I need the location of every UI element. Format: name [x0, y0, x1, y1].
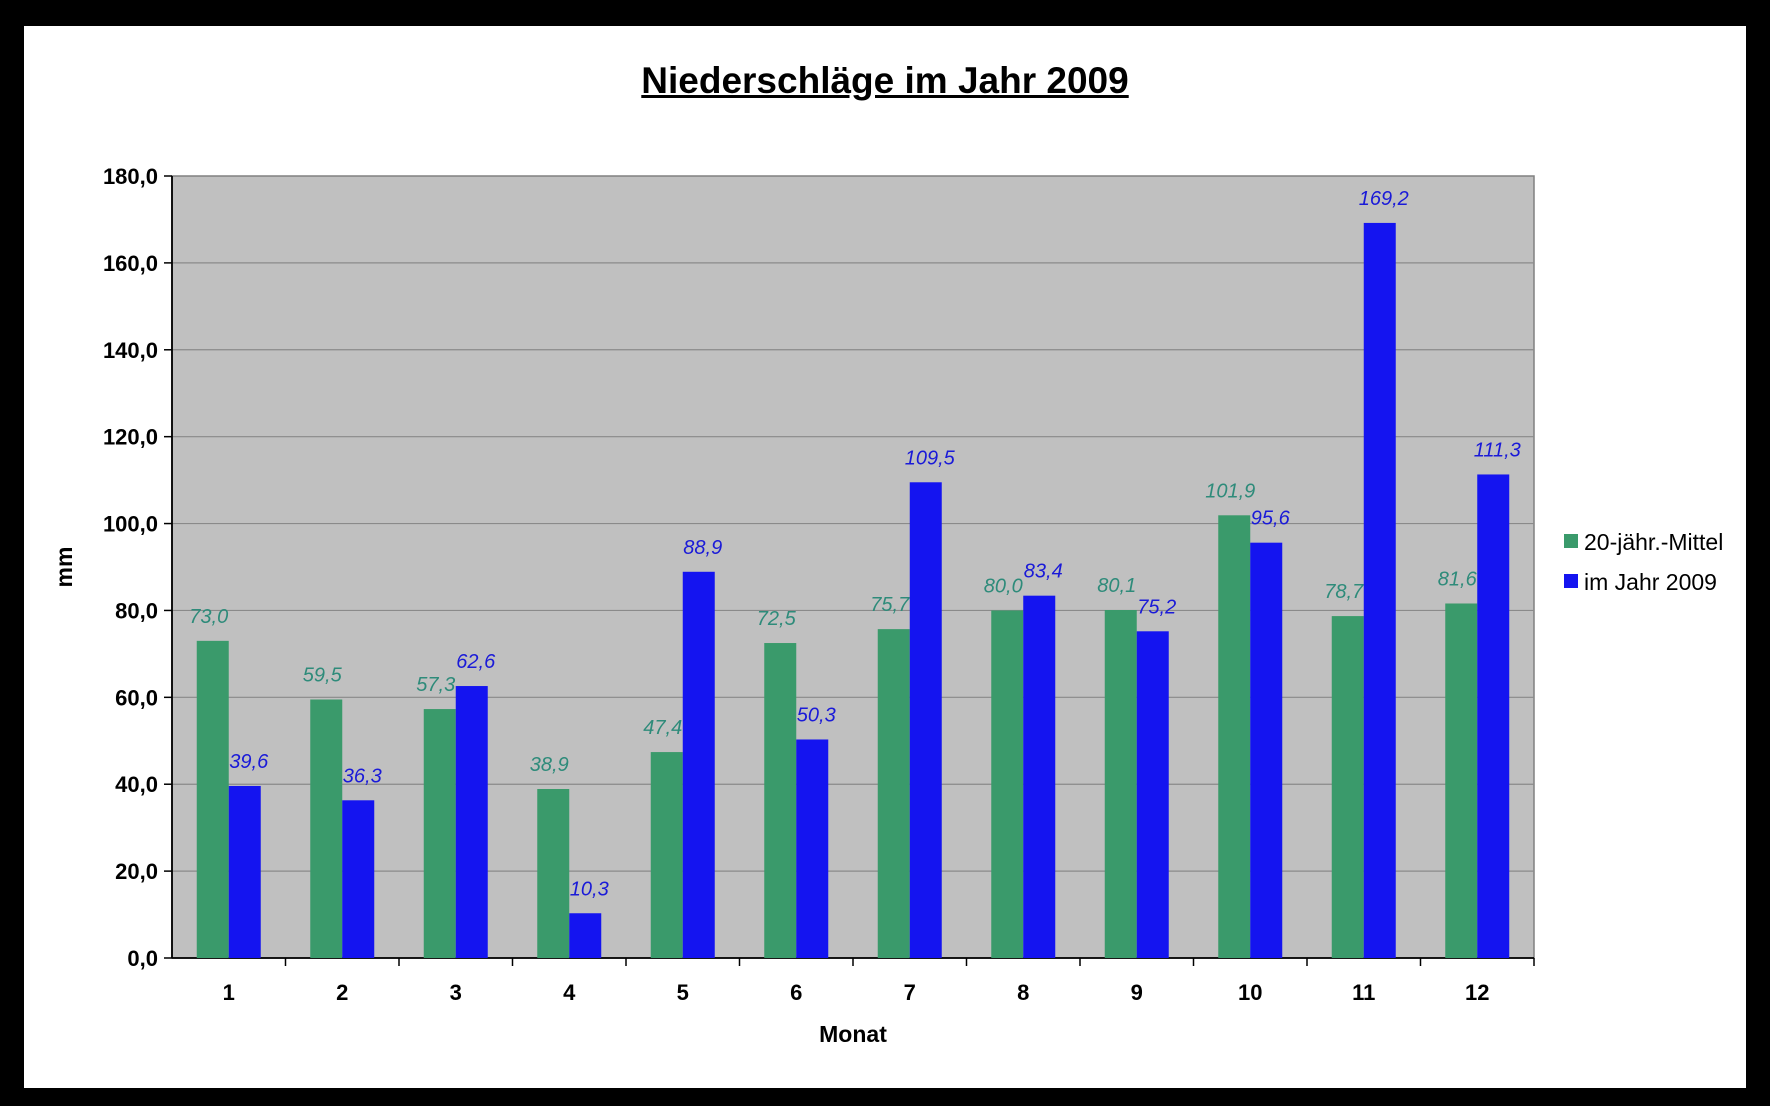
y-tick-label: 60,0	[115, 685, 158, 710]
bar-mittel	[423, 709, 456, 958]
plot-background	[171, 175, 1535, 959]
data-label-2009: 169,2	[1359, 188, 1409, 210]
x-tick-label: 6	[790, 980, 802, 1005]
bar-chart: 0,0 20,0 40,0 60,0 80,0 100,0 120,0 140,0 160,0 1…	[51, 164, 1723, 1047]
chart-area: Niederschläge im Jahr 2009 0,0 20,0 40,0 60…	[24, 26, 1746, 1088]
bar-mittel	[310, 699, 343, 958]
data-label-2009: 10,3	[570, 878, 609, 900]
legend-swatch	[1564, 534, 1578, 548]
bar-2009	[1250, 542, 1283, 958]
data-label-2009: 36,3	[343, 765, 382, 787]
data-label-mittel: 81,6	[1438, 568, 1478, 590]
data-label-mittel: 101,9	[1205, 480, 1255, 502]
x-tick-label: 2	[336, 980, 348, 1005]
bar-2009	[1363, 222, 1396, 959]
data-label-mittel: 80,0	[984, 575, 1023, 597]
bar-2009	[455, 686, 488, 958]
bar-mittel	[196, 640, 229, 958]
y-tick-label: 180,0	[103, 164, 158, 189]
y-tick-label: 80,0	[115, 598, 158, 623]
legend-entry: 20-jähr.-Mittel	[1584, 529, 1723, 555]
bar-mittel	[1331, 616, 1364, 958]
data-label-2009: 75,2	[1137, 596, 1176, 618]
legend-entry: im Jahr 2009	[1584, 569, 1717, 595]
data-label-mittel: 73,0	[189, 606, 228, 628]
y-tick-label: 0,0	[127, 946, 158, 971]
data-label-mittel: 57,3	[416, 674, 455, 696]
bar-mittel	[877, 629, 910, 958]
y-tick-label: 100,0	[103, 512, 158, 537]
data-label-2009: 39,6	[229, 751, 269, 773]
bar-mittel	[991, 610, 1024, 958]
bar-mittel	[1445, 603, 1478, 958]
data-label-2009: 95,6	[1251, 508, 1291, 530]
bar-2009	[796, 739, 829, 958]
data-label-mittel: 72,5	[757, 608, 797, 630]
bar-2009	[682, 571, 715, 958]
x-axis-title: Monat	[819, 1021, 887, 1047]
data-label-2009: 83,4	[1024, 561, 1063, 583]
data-label-2009: 109,5	[905, 447, 956, 469]
x-tick-label: 5	[677, 980, 689, 1005]
data-label-2009: 50,3	[797, 704, 836, 726]
y-tick-label: 120,0	[103, 425, 158, 450]
bar-mittel	[650, 752, 683, 958]
legend-swatch	[1564, 574, 1578, 588]
bar-2009	[342, 800, 375, 958]
y-tick-label: 40,0	[115, 772, 158, 797]
x-tick-label: 4	[563, 980, 576, 1005]
bar-mittel	[1104, 610, 1137, 958]
x-tick-label: 9	[1131, 980, 1143, 1005]
x-tick-label: 12	[1465, 980, 1489, 1005]
data-label-2009: 111,3	[1474, 439, 1521, 461]
x-tick-label: 3	[450, 980, 462, 1005]
bar-2009	[1023, 595, 1056, 958]
x-tick-label: 1	[223, 980, 235, 1005]
x-tick-label: 8	[1017, 980, 1029, 1005]
bar-mittel	[764, 643, 797, 958]
data-label-mittel: 38,9	[530, 754, 569, 776]
data-label-mittel: 78,7	[1324, 581, 1364, 603]
y-tick-label: 160,0	[103, 251, 158, 276]
y-tick-label: 140,0	[103, 338, 158, 363]
bar-2009	[569, 913, 602, 958]
bar-2009	[1477, 474, 1510, 958]
bar-2009	[228, 785, 261, 958]
y-axis-title: mm	[51, 547, 77, 588]
x-tick-label: 11	[1352, 980, 1375, 1005]
x-tick-label: 7	[904, 980, 916, 1005]
bar-mittel	[1218, 515, 1251, 958]
bar-2009	[1136, 631, 1169, 958]
bar-mittel	[537, 789, 570, 958]
data-label-2009: 62,6	[456, 651, 496, 673]
data-label-mittel: 80,1	[1097, 575, 1136, 597]
bar-2009	[909, 482, 942, 958]
data-label-mittel: 59,5	[303, 665, 343, 687]
data-label-mittel: 47,4	[643, 717, 682, 739]
y-tick-label: 20,0	[115, 859, 158, 884]
data-label-mittel: 75,7	[870, 594, 910, 616]
x-tick-label: 10	[1238, 980, 1262, 1005]
chart-title: Niederschläge im Jahr 2009	[641, 60, 1129, 101]
data-label-2009: 88,9	[683, 537, 722, 559]
